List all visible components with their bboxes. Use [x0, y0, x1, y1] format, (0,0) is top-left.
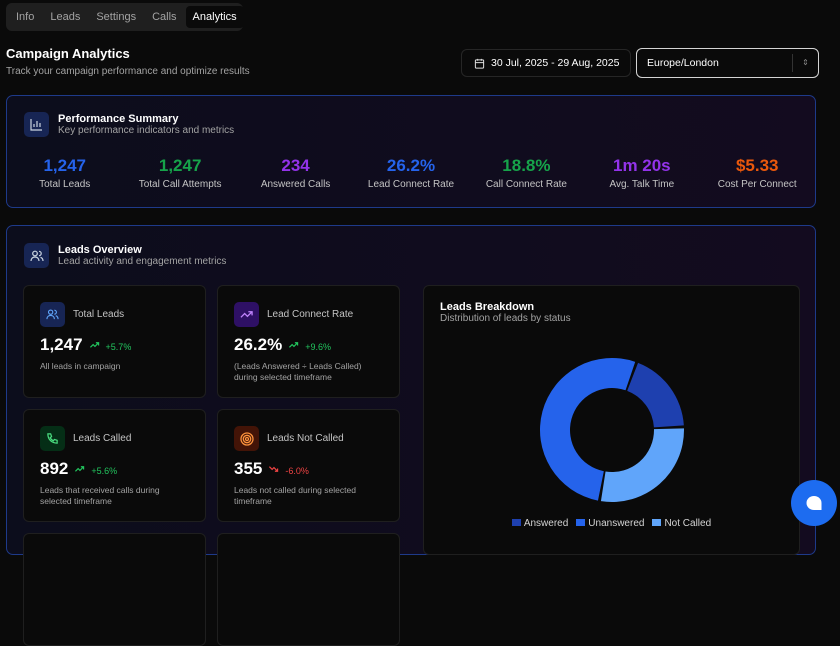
metric-card: Leads Called 892 +5.6% Leads that receiv… [23, 409, 206, 522]
card-title: Lead Connect Rate [267, 309, 354, 320]
card-delta: -6.0% [285, 466, 309, 476]
stat-label: Cost Per Connect [717, 179, 797, 190]
chat-bubble-icon [806, 496, 822, 510]
date-range-value: 30 Jul, 2025 - 29 Aug, 2025 [491, 57, 620, 69]
donut-slice-unanswered [540, 358, 636, 501]
panel-subtitle: Lead activity and engagement metrics [58, 256, 227, 267]
card-description: All leads in campaign [40, 361, 121, 371]
metric-card: Total Leads 1,247 +5.7% All leads in cam… [23, 285, 206, 398]
legend-item: Not Called [652, 518, 711, 529]
legend-swatch [576, 519, 586, 526]
stat-value: 1,247 [43, 156, 86, 175]
stat-item: 26.2% Lead Connect Rate [353, 156, 468, 190]
stat-value: 1m 20s [612, 156, 671, 175]
card-value: 355 [234, 459, 263, 478]
trending-up-icon [234, 302, 259, 327]
metric-card [23, 533, 206, 646]
bar-chart-icon [24, 112, 49, 137]
users-icon [24, 243, 49, 268]
chat-button[interactable] [791, 480, 837, 526]
card-description: Leads that received calls during selecte… [40, 485, 160, 506]
tab-analytics[interactable]: Analytics [185, 6, 244, 28]
panel-title: Leads Overview [58, 244, 142, 256]
phone-icon [40, 426, 65, 451]
card-title: Leads Not Called [267, 433, 344, 444]
users-icon [40, 302, 65, 327]
tab-bar: Info Leads Settings Calls Analytics [6, 3, 244, 31]
metric-card: Leads Not Called 355 -6.0% Leads not cal… [217, 409, 400, 522]
legend-label: Answered [523, 518, 569, 529]
stat-value: 1,247 [158, 156, 202, 175]
legend-label: Unanswered [588, 518, 645, 529]
trend-up-icon [89, 342, 99, 348]
calendar-icon [474, 58, 485, 69]
stat-label: Total Leads [39, 179, 91, 190]
card-delta: +5.7% [105, 342, 132, 352]
stat-item: 18.8% Call Connect Rate [469, 156, 584, 190]
card-value: 26.2% [234, 335, 283, 354]
panel-subtitle: Key performance indicators and metrics [58, 125, 235, 136]
stat-label: Call Connect Rate [485, 179, 567, 190]
chart-legend: Answered Unanswered Not Called [424, 518, 799, 529]
timezone-select[interactable]: Europe/London ⇕ [636, 48, 819, 78]
card-description: (Leads Answered ÷ Leads Called) during s… [234, 361, 362, 382]
card-delta: +9.6% [305, 342, 331, 352]
donut-chart [540, 358, 684, 502]
trend-up-icon [289, 342, 299, 348]
card-value: 892 [40, 459, 69, 478]
donut-slice-not-called [600, 428, 684, 502]
card-delta: +5.6% [91, 466, 118, 476]
legend-item: Unanswered [576, 518, 644, 529]
legend-label: Not Called [664, 518, 712, 529]
legend-item: Answered [511, 518, 569, 529]
stat-value: $5.33 [735, 156, 779, 175]
card-description: Leads not called during selected timefra… [234, 485, 356, 506]
stat-label: Avg. Talk Time [609, 179, 675, 190]
metric-card: Lead Connect Rate 26.2% +9.6% (Leads Ans… [217, 285, 400, 398]
stat-label: Answered Calls [260, 179, 331, 190]
page-title: Campaign Analytics [6, 46, 130, 61]
target-icon [234, 426, 259, 451]
card-value: 1,247 [40, 335, 83, 354]
stat-item: $5.33 Cost Per Connect [700, 156, 815, 190]
stat-item: 1,247 Total Leads [7, 156, 122, 190]
stat-label: Lead Connect Rate [367, 179, 455, 190]
performance-summary-panel: Performance Summary Key performance indic… [6, 95, 816, 208]
trend-up-icon [75, 466, 85, 472]
tab-info[interactable]: Info [16, 11, 35, 23]
tab-settings[interactable]: Settings [96, 11, 137, 23]
stat-label: Total Call Attempts [138, 179, 222, 190]
stat-value: 234 [281, 156, 310, 175]
timezone-value: Europe/London [647, 57, 719, 69]
stat-item: 1m 20s Avg. Talk Time [584, 156, 699, 190]
chart-subtitle: Distribution of leads by status [440, 313, 571, 324]
trend-down-icon [269, 466, 279, 472]
metric-card [217, 533, 400, 646]
tab-leads[interactable]: Leads [50, 11, 81, 23]
legend-swatch [652, 519, 662, 526]
stat-value: 26.2% [386, 156, 436, 175]
chart-title: Leads Breakdown [440, 301, 535, 313]
panel-title: Performance Summary [58, 113, 179, 125]
date-range-picker[interactable]: 30 Jul, 2025 - 29 Aug, 2025 [461, 49, 631, 77]
leads-breakdown-card: Leads Breakdown Distribution of leads by… [423, 285, 800, 555]
stat-item: 1,247 Total Call Attempts [122, 156, 237, 190]
tab-calls[interactable]: Calls [152, 11, 177, 23]
chevron-up-down-icon: ⇕ [792, 54, 818, 72]
card-title: Leads Called [73, 433, 132, 444]
card-title: Total Leads [73, 309, 125, 320]
legend-swatch [511, 519, 521, 526]
donut-slice-answered [627, 362, 684, 428]
page-subtitle: Track your campaign performance and opti… [6, 66, 250, 77]
stat-value: 18.8% [502, 156, 551, 175]
stat-item: 234 Answered Calls [238, 156, 353, 190]
